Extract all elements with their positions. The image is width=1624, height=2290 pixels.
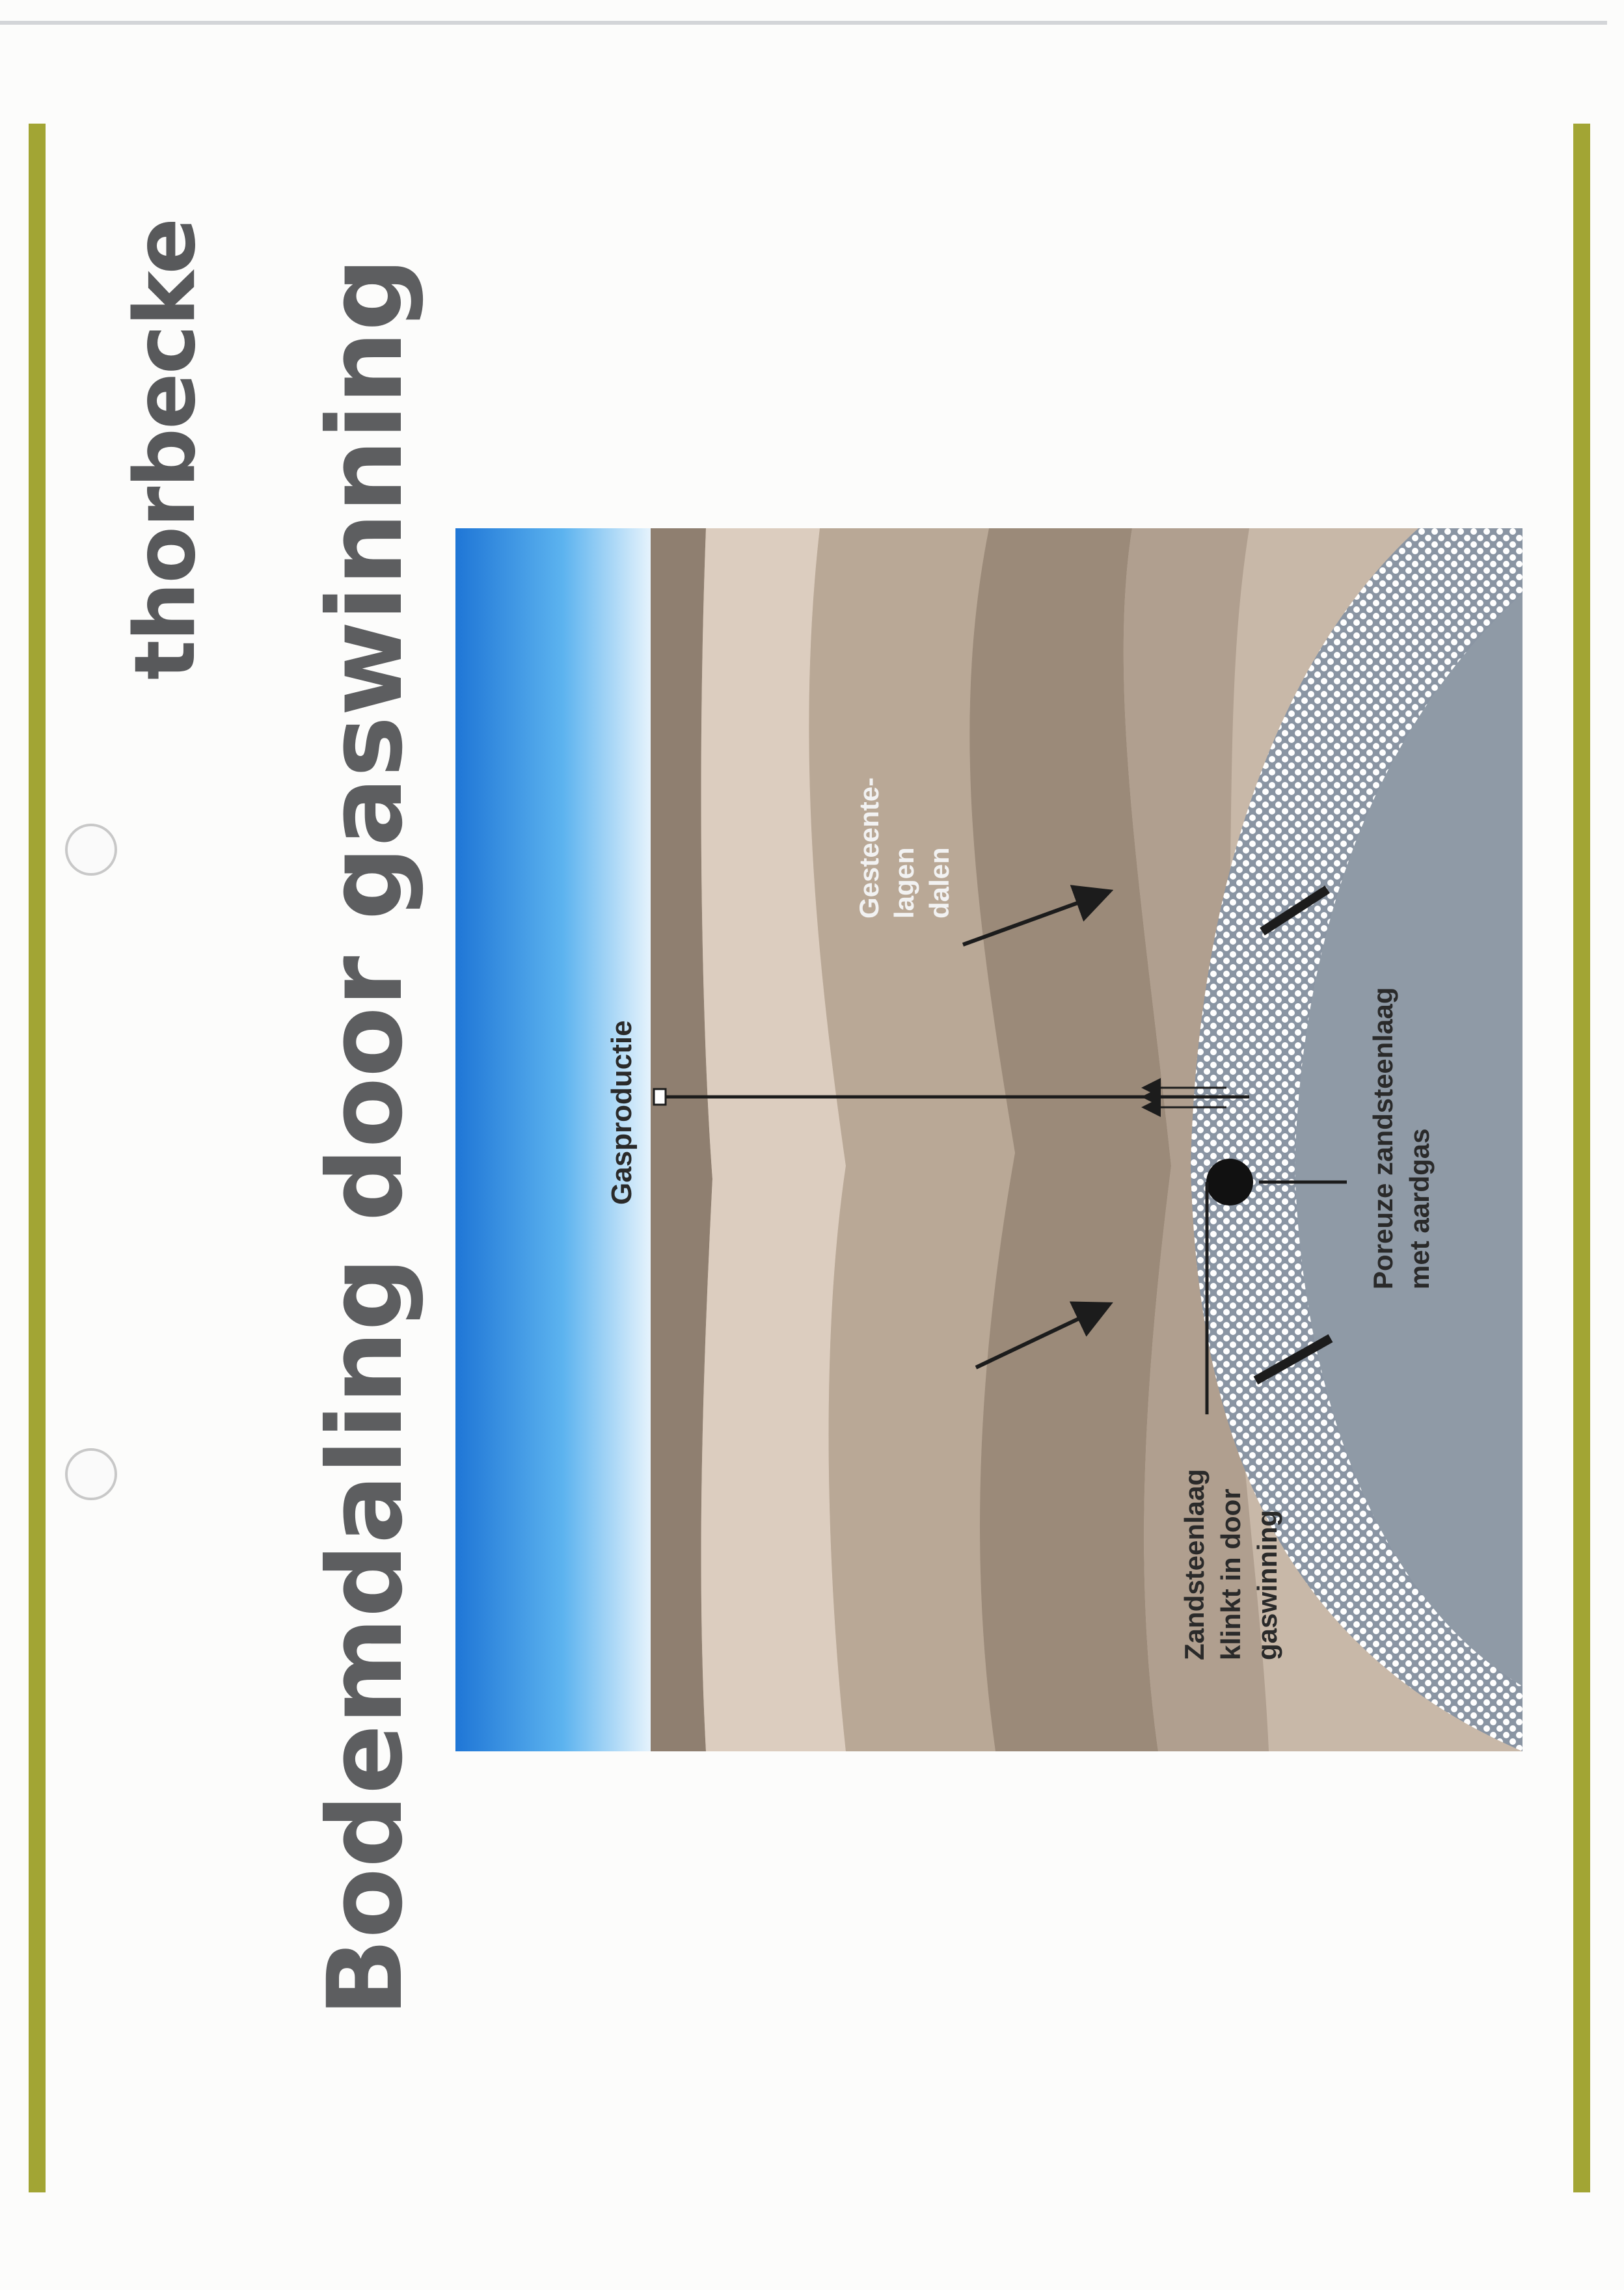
sea-layer <box>455 528 651 1751</box>
label-reservoir-line-1: Poreuze zandsteenlaag <box>1368 988 1398 1289</box>
top-rule <box>0 21 1607 25</box>
label-compaction-line-3: gaswinning <box>1252 1510 1282 1660</box>
left-accent-bar <box>29 124 46 2192</box>
fault-mark-1 <box>1260 885 1330 936</box>
subsidence-arrow-1 <box>962 885 1114 947</box>
label-reservoir-line-2: met aardgas <box>1404 1129 1435 1289</box>
rock-layer-4 <box>969 528 1171 1751</box>
subsidence-diagram: Gasproductie Gesteente- lagen dalen Zand… <box>455 528 1522 1751</box>
fault-mark-2 <box>1253 1334 1333 1385</box>
label-layers-line-2: lagen <box>889 847 919 919</box>
punch-hole-bottom <box>65 1448 117 1500</box>
gas-reservoir <box>1295 593 1522 1686</box>
rock-layer-3 <box>809 528 1015 1751</box>
subsidence-arrow-2 <box>975 1301 1113 1369</box>
label-reservoir: Poreuze zandsteenlaag met aardgas <box>1368 988 1435 1289</box>
label-layers-line-3: dalen <box>924 847 954 919</box>
label-layers: Gesteente- lagen dalen <box>854 777 954 919</box>
page-title: Bodemdaling door gaswinning <box>306 257 426 2017</box>
punch-hole-top <box>65 824 117 876</box>
label-gasproductie: Gasproductie <box>606 1020 638 1205</box>
compaction-marker <box>1206 1159 1253 1206</box>
label-compaction: Zandsteenlaag klinkt in door gaswinning <box>1179 1469 1282 1660</box>
diagram-svg: Gasproductie Gesteente- lagen dalen Zand… <box>455 528 1522 1751</box>
right-accent-bar <box>1573 124 1590 2192</box>
label-compaction-line-2: klinkt in door <box>1215 1488 1246 1660</box>
rock-layer-2 <box>701 528 846 1751</box>
well-head <box>653 1088 667 1106</box>
brand-logo: thorbecke <box>117 219 214 680</box>
label-compaction-line-1: Zandsteenlaag <box>1179 1469 1210 1660</box>
label-layers-line-1: Gesteente- <box>854 777 884 919</box>
rock-layer-1 <box>651 528 712 1751</box>
